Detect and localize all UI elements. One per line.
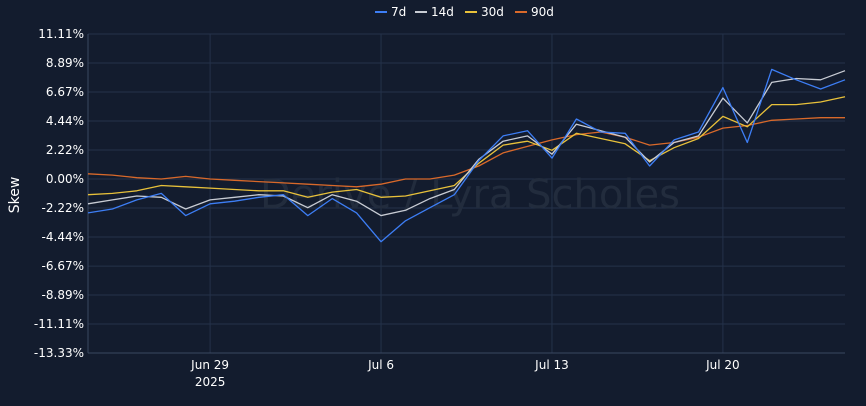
y-tick-label: -4.44% bbox=[42, 230, 84, 244]
y-tick-label: 8.89% bbox=[46, 56, 84, 70]
y-tick-label: 6.67% bbox=[46, 85, 84, 99]
x-axis: Jun 29 2025 Jul 6 Jul 13 Jul 20 bbox=[190, 358, 740, 389]
y-axis: 11.11% 8.89% 6.67% 4.44% 2.22% 0.00% -2.22% -4.… bbox=[34, 27, 84, 360]
x-tick-sublabel: 2025 bbox=[195, 375, 226, 389]
y-tick-label: -13.33% bbox=[34, 346, 84, 360]
y-tick-label: 11.11% bbox=[38, 27, 84, 41]
x-tick-label: Jul 6 bbox=[367, 358, 394, 372]
y-axis-title: Skew bbox=[7, 177, 23, 214]
y-tick-label: -6.67% bbox=[42, 259, 84, 273]
legend-item-7d[interactable]: 7d bbox=[375, 5, 406, 19]
legend-label: 14d bbox=[431, 5, 454, 19]
legend-item-90d[interactable]: 90d bbox=[515, 5, 554, 19]
y-tick-label: -8.89% bbox=[42, 288, 84, 302]
legend[interactable]: 7d 14d 30d 90d bbox=[375, 5, 554, 19]
series-line-14d bbox=[87, 70, 846, 217]
grid bbox=[87, 33, 845, 354]
x-tick-label: Jun 29 bbox=[190, 358, 229, 372]
legend-item-14d[interactable]: 14d bbox=[415, 5, 454, 19]
y-tick-label: 2.22% bbox=[46, 143, 84, 157]
series-line-7d bbox=[87, 68, 846, 243]
series-line-90d bbox=[87, 117, 845, 188]
watermark-logo: Derive / Lyra Scholes bbox=[260, 172, 680, 218]
series-layer bbox=[87, 68, 846, 243]
legend-label: 90d bbox=[531, 5, 554, 19]
legend-label: 7d bbox=[391, 5, 406, 19]
y-tick-label: 4.44% bbox=[46, 114, 84, 128]
y-tick-label: 0.00% bbox=[46, 172, 84, 186]
x-tick-label: Jul 20 bbox=[705, 358, 740, 372]
legend-item-30d[interactable]: 30d bbox=[465, 5, 504, 19]
legend-label: 30d bbox=[481, 5, 504, 19]
x-tick-label: Jul 13 bbox=[534, 358, 569, 372]
y-tick-label: -11.11% bbox=[34, 317, 84, 331]
y-tick-label: -2.22% bbox=[42, 201, 84, 215]
